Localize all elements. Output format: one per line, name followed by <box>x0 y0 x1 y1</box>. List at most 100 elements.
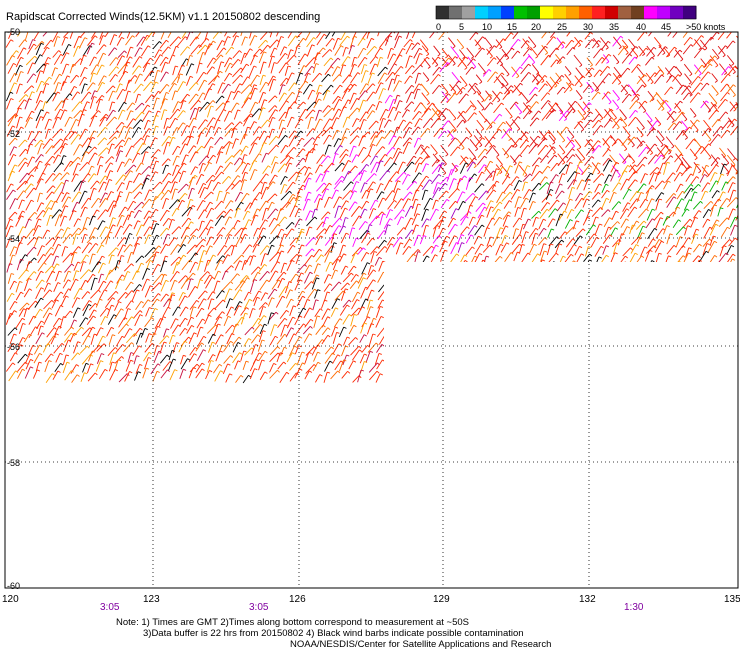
wind-barb-tick <box>464 84 468 88</box>
wind-barb <box>234 301 241 311</box>
colorbar-swatch <box>501 6 515 19</box>
wind-barb <box>476 119 485 130</box>
wind-barb-tick <box>623 117 627 121</box>
wind-barb-tick <box>184 36 188 39</box>
wind-barb-tick <box>129 126 133 130</box>
wind-barb <box>583 253 590 262</box>
wind-barb-tick <box>339 84 343 88</box>
wind-barb-tick <box>307 72 311 75</box>
wind-barb-tick <box>499 164 503 167</box>
wind-barb <box>331 32 336 37</box>
wind-barb-tick <box>417 203 421 206</box>
wind-barb <box>450 146 459 157</box>
wind-barb <box>574 246 580 256</box>
wind-barb-tick <box>633 136 637 140</box>
wind-barb-tick <box>190 75 194 78</box>
wind-barb-tick <box>201 145 205 149</box>
wind-barb <box>172 165 177 177</box>
wind-barb <box>80 280 86 290</box>
wind-barb <box>431 174 440 185</box>
wind-barb-tick <box>376 246 380 249</box>
wind-barb-tick <box>355 237 360 240</box>
wind-barb <box>493 102 502 114</box>
wind-barb <box>438 108 447 118</box>
wind-barb-tick <box>726 162 730 166</box>
wind-barb <box>82 304 90 317</box>
wind-barb-tick <box>393 162 397 166</box>
wind-barb-tick <box>38 218 42 221</box>
wind-barb-tick <box>337 258 341 262</box>
wind-barb-tick <box>48 76 52 80</box>
wind-barb-tick <box>248 219 252 222</box>
wind-barb-tick <box>64 109 68 112</box>
wind-barb <box>51 209 60 219</box>
wind-barb-tick <box>474 82 478 86</box>
wind-barb-tick <box>49 289 53 293</box>
wind-barb-tick <box>729 239 733 242</box>
wind-barb-tick <box>14 198 19 201</box>
wind-barb <box>331 255 340 266</box>
wind-barb <box>376 191 383 200</box>
wind-barb-tick <box>552 146 556 150</box>
wind-barb <box>203 274 211 284</box>
wind-barb <box>196 200 204 211</box>
wind-barb <box>332 95 339 104</box>
wind-barb <box>414 118 420 128</box>
wind-barb-tick <box>155 81 159 84</box>
wind-barb-tick <box>78 191 82 194</box>
wind-barb-tick <box>125 291 129 295</box>
wind-barb <box>456 234 462 245</box>
wind-barb <box>62 93 71 103</box>
wind-barb-tick <box>430 118 434 121</box>
wind-barb <box>179 306 187 317</box>
wind-barb-tick <box>501 72 505 76</box>
wind-barb-tick <box>265 173 269 176</box>
wind-barb-tick <box>446 235 450 239</box>
wind-barb <box>321 182 330 194</box>
wind-barb <box>709 235 714 247</box>
wind-barb <box>510 137 518 146</box>
wind-barb <box>178 170 184 183</box>
wind-barb <box>564 73 572 83</box>
map-area <box>4 31 740 592</box>
wind-barb <box>296 148 304 158</box>
wind-barb <box>412 111 420 120</box>
wind-barb-tick <box>438 117 442 121</box>
wind-barb <box>160 243 167 254</box>
wind-barb-tick <box>353 190 358 193</box>
wind-barb-tick <box>581 117 585 121</box>
wind-barb-tick <box>733 84 736 87</box>
wind-barb-tick <box>732 71 736 75</box>
wind-barb <box>674 49 684 60</box>
wind-barb <box>243 127 248 140</box>
wind-barb <box>520 144 529 155</box>
wind-barb-tick <box>40 116 44 119</box>
wind-barb-tick <box>200 132 204 134</box>
wind-barb <box>540 54 549 66</box>
wind-barb <box>73 46 79 57</box>
wind-barb-tick <box>302 307 307 311</box>
wind-barb-tick <box>176 127 180 130</box>
wind-barb <box>141 165 150 175</box>
wind-barb-tick <box>68 270 72 273</box>
wind-barb-tick <box>426 175 429 179</box>
wind-barb-tick <box>263 142 267 145</box>
wind-barb <box>662 148 670 158</box>
wind-barb <box>224 288 230 301</box>
wind-barb-tick <box>509 128 513 131</box>
wind-barb <box>188 286 196 298</box>
wind-barb-tick <box>327 308 331 311</box>
wind-barb <box>475 74 483 83</box>
wind-barb-tick <box>679 172 683 175</box>
wind-barb <box>222 162 231 172</box>
wind-barb-tick <box>257 271 261 275</box>
wind-barb <box>41 101 46 112</box>
wind-barb <box>689 148 698 159</box>
wind-barb-tick <box>363 146 367 150</box>
wind-barb-tick <box>315 63 319 65</box>
wind-barb <box>7 171 13 182</box>
wind-barb <box>702 238 710 247</box>
wind-barb-tick <box>690 184 694 187</box>
wind-barb-tick <box>393 53 397 56</box>
wind-barb <box>655 253 660 264</box>
